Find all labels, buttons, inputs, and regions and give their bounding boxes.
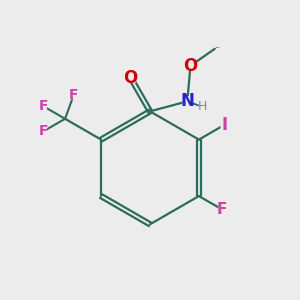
FancyBboxPatch shape <box>218 205 226 214</box>
FancyBboxPatch shape <box>220 120 229 130</box>
FancyBboxPatch shape <box>70 91 78 99</box>
FancyBboxPatch shape <box>126 73 136 83</box>
Text: F: F <box>69 88 78 102</box>
Text: N: N <box>180 92 194 110</box>
Text: F: F <box>217 202 227 217</box>
FancyBboxPatch shape <box>39 127 47 136</box>
Text: O: O <box>124 69 138 87</box>
FancyBboxPatch shape <box>39 102 47 110</box>
Text: O: O <box>183 57 198 75</box>
Text: I: I <box>222 116 228 134</box>
FancyBboxPatch shape <box>182 96 192 106</box>
FancyBboxPatch shape <box>199 103 206 111</box>
FancyBboxPatch shape <box>185 61 196 71</box>
Text: F: F <box>38 124 48 138</box>
Text: methyl: methyl <box>216 47 221 48</box>
Text: F: F <box>38 99 48 113</box>
Text: H: H <box>198 100 207 113</box>
